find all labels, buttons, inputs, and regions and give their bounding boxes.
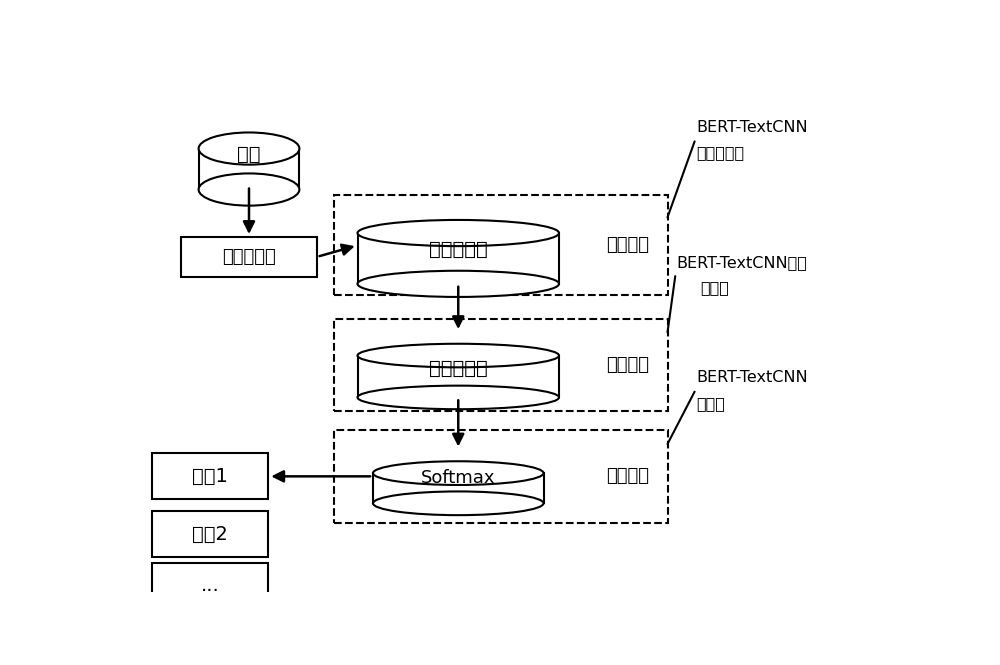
Bar — [334, 196, 668, 295]
Text: BERT-TextCNN: BERT-TextCNN — [696, 120, 808, 135]
Ellipse shape — [373, 491, 544, 515]
Text: BERT-TextCNN特征: BERT-TextCNN特征 — [677, 255, 808, 270]
Bar — [152, 454, 268, 499]
Text: 特征提取: 特征提取 — [606, 356, 649, 374]
Ellipse shape — [358, 271, 559, 297]
Text: 词向量训练: 词向量训练 — [429, 240, 488, 259]
Text: 数据预处理: 数据预处理 — [222, 248, 276, 266]
Text: 文本: 文本 — [237, 145, 261, 164]
Ellipse shape — [358, 344, 559, 367]
Bar — [334, 319, 668, 411]
Bar — [152, 563, 268, 608]
Bar — [181, 237, 317, 277]
Ellipse shape — [358, 220, 559, 246]
Text: 提取层: 提取层 — [700, 280, 729, 295]
Text: BERT-TextCNN: BERT-TextCNN — [696, 370, 808, 385]
Ellipse shape — [373, 462, 544, 485]
Text: 类别2: 类别2 — [192, 525, 228, 543]
Bar — [334, 430, 668, 523]
Text: 文本表示: 文本表示 — [606, 236, 649, 254]
Text: 文本分类: 文本分类 — [606, 467, 649, 485]
Bar — [373, 473, 544, 503]
Text: Softmax: Softmax — [421, 469, 496, 487]
Bar — [358, 356, 559, 398]
Bar — [199, 148, 299, 190]
Text: 文本表示层: 文本表示层 — [696, 146, 744, 160]
Ellipse shape — [199, 174, 299, 205]
Text: 卷积、池化: 卷积、池化 — [429, 358, 488, 378]
Text: ...: ... — [201, 576, 220, 595]
Ellipse shape — [199, 132, 299, 165]
Text: 分类层: 分类层 — [696, 396, 725, 411]
Ellipse shape — [358, 386, 559, 409]
Text: 类别1: 类别1 — [192, 467, 228, 486]
Bar — [152, 511, 268, 557]
Bar — [358, 233, 559, 284]
